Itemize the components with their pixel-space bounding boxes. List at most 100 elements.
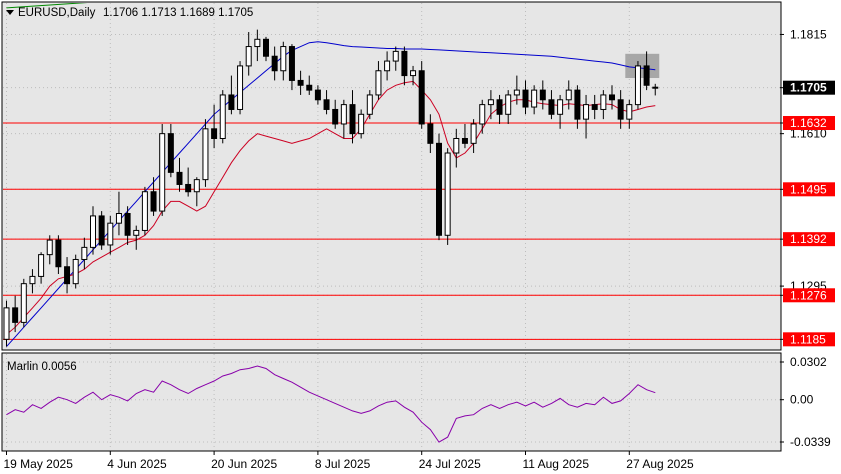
candle-bear [150,191,157,212]
candle-bull [81,246,88,260]
candle-bull [193,179,200,193]
candle-bull [237,65,244,110]
ma-fast-line [6,80,656,335]
candle-bear [349,104,356,135]
level-label: 1.1276 [790,288,827,302]
candle-bull [470,123,477,144]
x-tick-label: 20 Jun 2025 [211,457,277,471]
y-tick-label: 1.1610 [790,127,827,141]
candle-bear [591,104,598,110]
ma-slow-line [6,41,656,347]
candle-bull [20,283,27,323]
candle-bear [176,171,183,185]
candle-bear [643,65,650,86]
candle-bull [366,94,373,115]
x-tick-label: 19 May 2025 [4,457,74,471]
oscillator-line [6,365,656,443]
candle-bull [479,104,486,125]
candle-bear [314,89,321,101]
candle-bear [418,70,425,125]
candle-bull [557,99,564,115]
candle-bull [505,94,512,115]
level-label-bg [783,182,835,197]
candle-bull [202,128,209,181]
candle-bear [167,133,174,173]
level-label: 1.1392 [790,232,827,246]
candle-bull [626,104,633,120]
candle-bear [211,128,218,139]
candle-bull [392,50,399,62]
candle-bear [124,213,131,236]
candle-bear [306,84,313,91]
candle-bull [384,60,391,72]
axis-layer: 1.18151.16101.12951.16321.14951.13921.12… [4,27,835,471]
candle-bull [72,258,79,285]
candle-bear [427,123,434,144]
candle-bear [12,307,19,323]
candle-bull [634,65,641,106]
x-tick-label: 27 Aug 2025 [626,457,694,471]
candle-bear [228,94,235,110]
collapse-triangle-icon[interactable] [6,10,14,15]
x-tick-label: 4 Jun 2025 [107,457,167,471]
candle-bear [98,215,105,246]
osc-tick-label: -0.0339 [790,435,831,449]
candle-bull [340,104,347,125]
x-tick-label: 8 Jul 2025 [315,457,371,471]
level-label-bg [783,116,835,131]
candle-bull [107,222,114,246]
highlight-box [625,53,660,79]
candle-bear [652,86,659,89]
main-plot-area[interactable] [1,1,782,351]
candle-bull [245,46,252,67]
candle-bear [548,99,555,115]
candle-bull [90,215,96,248]
candle-bull [487,99,494,106]
candle-bull [444,152,451,236]
candle-bull [159,133,166,212]
level-label: 1.1495 [790,182,827,196]
candle-bull [133,229,140,236]
y-tick-label: 1.1815 [790,27,827,41]
main-clip-group [3,3,780,349]
candle-bull [38,254,45,277]
candle-bull [219,94,226,139]
candle-bull [3,307,10,340]
candle-bear [617,99,624,120]
level-label: 1.1632 [790,116,827,130]
candle-bear [271,55,278,72]
candle-bear [185,183,192,193]
x-tick-label: 24 Jul 2025 [419,457,481,471]
ohlc-readout: 1.1706 1.1713 1.1689 1.1705 [103,7,253,19]
level-label-bg [783,332,835,347]
candle-bull [115,213,122,224]
candle-bear [332,108,339,125]
level-label-bg [783,288,835,303]
candle-bull [280,46,287,72]
candle-bull [410,70,417,77]
candle-bull [358,113,365,135]
candle-bear [323,99,330,110]
candle-bear [64,266,71,285]
candle-bear [55,239,62,268]
candle-bear [496,99,503,115]
osc-tick-label: 0.0302 [790,355,827,369]
candle-bull [453,137,460,154]
indicator-layer [3,354,780,450]
candle-bull [531,89,538,108]
indicator-label: Marlin 0.0056 [7,361,77,373]
candle-bear [574,89,581,120]
last-price-label: 1.1705 [790,81,827,95]
candle-bear [522,89,529,108]
candle-bull [141,191,148,231]
last-price-bg [783,80,835,95]
level-label: 1.1185 [790,332,826,346]
candle-bear [401,50,408,77]
candle-bull [513,89,520,96]
candle-bear [288,46,295,81]
osc-tick-label: 0.00 [790,393,814,407]
symbol-timeframe: EURUSD,Daily [18,7,96,19]
candle-bear [609,94,615,101]
candle-bear [539,89,546,101]
